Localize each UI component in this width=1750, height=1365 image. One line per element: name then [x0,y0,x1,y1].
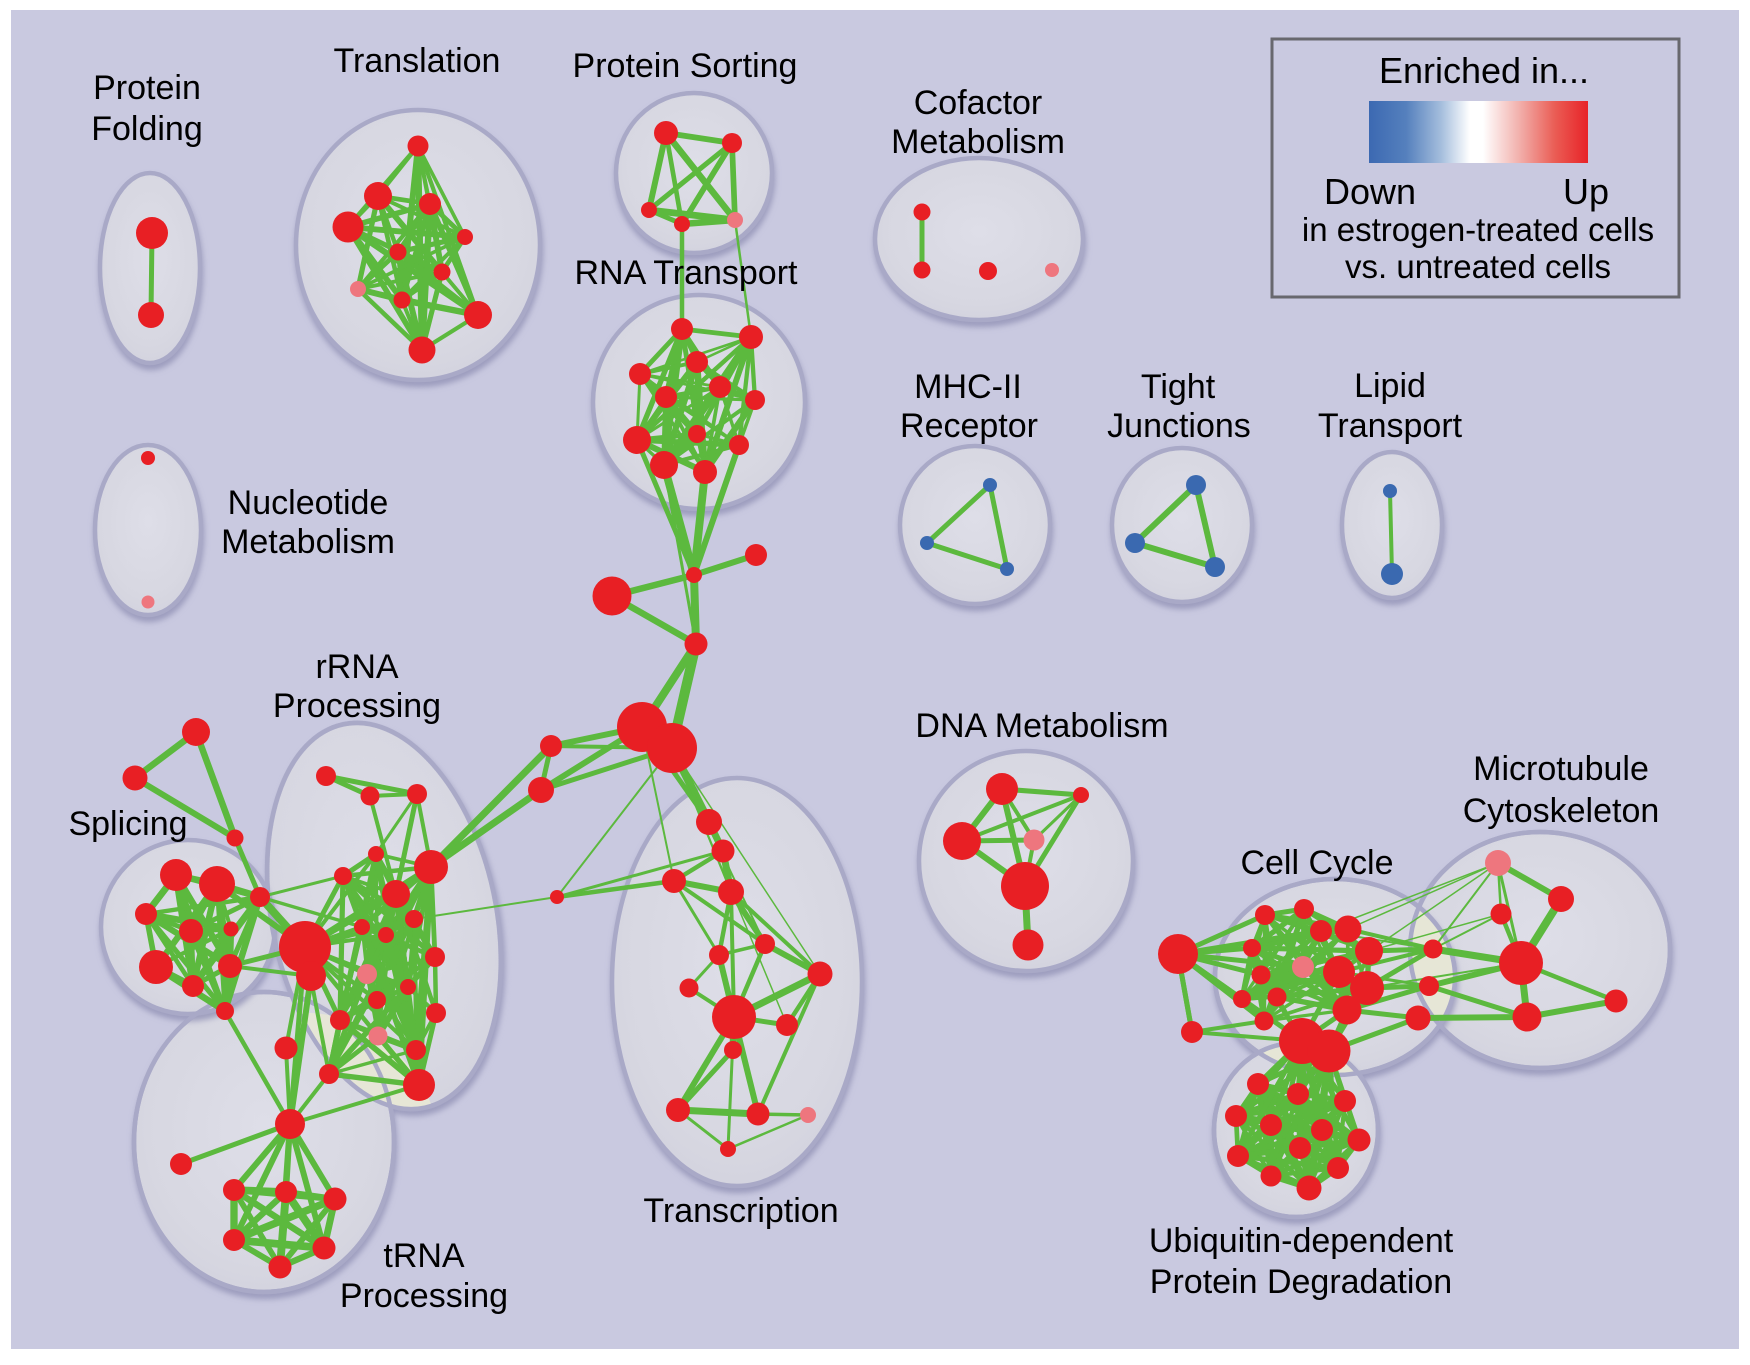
svg-text:Down: Down [1324,171,1416,212]
svg-text:tRNA: tRNA [383,1237,465,1275]
svg-text:Translation: Translation [334,42,501,80]
svg-text:DNA Metabolism: DNA Metabolism [915,707,1168,745]
svg-text:in estrogen-treated cells: in estrogen-treated cells [1302,211,1654,248]
svg-text:Enriched in...: Enriched in... [1379,50,1589,91]
svg-text:Metabolism: Metabolism [891,123,1065,161]
svg-text:MHC-II: MHC-II [914,368,1022,406]
svg-text:Protein: Protein [93,69,201,107]
svg-text:Folding: Folding [91,110,203,148]
svg-text:Cofactor: Cofactor [914,84,1043,122]
svg-text:Cytoskeleton: Cytoskeleton [1463,792,1660,830]
svg-text:Microtubule: Microtubule [1473,750,1649,788]
svg-text:Transport: Transport [1318,407,1463,445]
svg-text:Processing: Processing [340,1277,508,1315]
svg-text:Lipid: Lipid [1354,367,1426,405]
svg-text:Splicing: Splicing [68,805,187,843]
svg-text:vs. untreated cells: vs. untreated cells [1345,248,1611,285]
svg-text:Junctions: Junctions [1107,407,1251,445]
svg-text:Metabolism: Metabolism [221,523,395,561]
svg-text:Protein Degradation: Protein Degradation [1150,1263,1452,1301]
svg-text:Transcription: Transcription [643,1192,838,1230]
svg-text:RNA Transport: RNA Transport [575,254,799,292]
svg-text:Up: Up [1563,171,1609,212]
svg-text:rRNA: rRNA [315,648,398,686]
svg-text:Receptor: Receptor [900,407,1038,445]
svg-text:Processing: Processing [273,687,441,725]
svg-text:Ubiquitin-dependent: Ubiquitin-dependent [1149,1222,1454,1260]
svg-text:Protein Sorting: Protein Sorting [573,47,798,85]
svg-text:Cell Cycle: Cell Cycle [1240,844,1393,882]
svg-text:Nucleotide: Nucleotide [228,484,389,522]
svg-text:Tight: Tight [1141,368,1216,406]
